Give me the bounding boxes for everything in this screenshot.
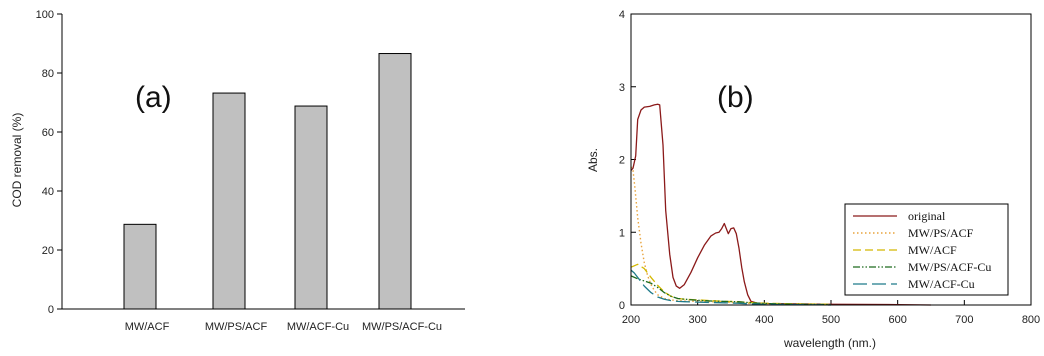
x-axis-title: wavelength (nm.) [783, 336, 876, 350]
legend-label: MW/PS/ACF [908, 226, 974, 240]
bar [378, 53, 412, 310]
y-axis-title: Abs. [586, 148, 600, 172]
y-tick-label: 60 [42, 127, 54, 139]
y-tick-label: 4 [619, 9, 625, 21]
x-tick-label: 600 [888, 314, 906, 326]
legend: original MW/PS/ACF MW/ACF MW/PS/ACF-Cu MW/AC… [844, 203, 1009, 296]
x-tick-label: 500 [822, 314, 840, 326]
plot-frame [630, 13, 1032, 306]
panel-label-b: (b) [717, 81, 754, 114]
legend-label: MW/ACF-Cu [908, 277, 975, 291]
y-tick-label: 0 [48, 304, 54, 316]
x-tick-label: 800 [1022, 314, 1040, 326]
bar-chart-panel: COD removal (%) (a) 0 20 40 60 80 100 MW/ACF MW… [10, 9, 465, 333]
y-tick-label: 40 [42, 186, 54, 198]
bar [123, 223, 157, 310]
bar [294, 105, 328, 310]
x-tick-label: MW/PS/ACF [205, 321, 268, 333]
series-line [630, 166, 765, 305]
panel-label-a: (a) [135, 81, 172, 114]
y-tick-label: 3 [619, 82, 625, 94]
legend-label: MW/PS/ACF-Cu [908, 260, 991, 274]
y-tick-label: 0 [619, 300, 625, 312]
y-tick-label: 1 [619, 227, 625, 239]
x-tick-label: 700 [955, 314, 973, 326]
series-line [630, 269, 832, 306]
line-chart-panel: Abs. wavelength (nm.) (b) 0 1 2 3 4 200 300 400… [586, 9, 1040, 350]
series-line [630, 275, 832, 306]
y-tick-label: 100 [36, 9, 54, 21]
y-tick-label: 20 [42, 245, 54, 257]
x-tick-label: MW/ACF-Cu [287, 321, 349, 333]
y-tick-label: 2 [619, 155, 625, 167]
x-tick-label: 400 [755, 314, 773, 326]
x-tick-label: 200 [622, 314, 640, 326]
bar [212, 92, 246, 310]
x-tick-label: MW/PS/ACF-Cu [362, 321, 442, 333]
x-tick-label: 300 [688, 314, 706, 326]
series-line [630, 103, 932, 306]
y-tick-label: 80 [42, 68, 54, 80]
y-axis-title: COD removal (%) [10, 113, 24, 208]
x-tick-label: MW/ACF [125, 321, 170, 333]
legend-label: MW/ACF [908, 243, 957, 257]
legend-label: original [908, 209, 946, 223]
